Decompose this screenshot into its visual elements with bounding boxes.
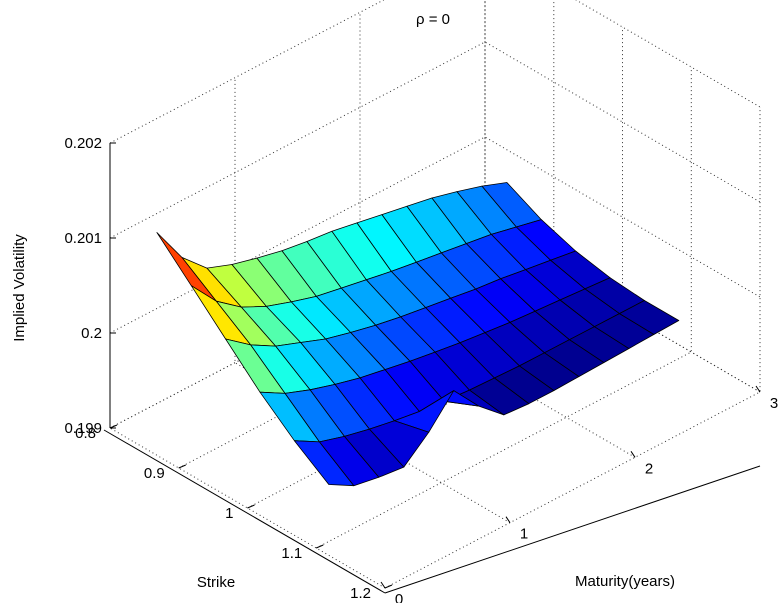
maturity-tick (630, 451, 636, 458)
surface (156, 182, 680, 487)
strike-tick-label: 1.2 (350, 585, 371, 602)
z-tick-label: 0.202 (64, 135, 102, 152)
strike-tick (109, 424, 118, 429)
ticks: 0.199 0.201 0.202 0.2 0.8 0.9 1 1.1 1.2 0 1 2 3 (64, 135, 778, 603)
strike-tick-label: 0.8 (75, 425, 96, 442)
strike-axis-label: Strike (197, 574, 235, 591)
z-tick-label: 0.2 (81, 325, 102, 342)
maturity-tick-label: 2 (645, 460, 653, 477)
strike-tick-label: 1 (225, 505, 233, 522)
chart-title: ρ = 0 (416, 11, 450, 28)
strike-tick (316, 544, 324, 549)
strike-tick (384, 584, 393, 589)
surface-patch (156, 232, 217, 302)
strike-tick (178, 464, 186, 469)
maturity-tick (755, 385, 761, 393)
maturity-tick-label: 3 (770, 395, 778, 412)
grid-line (359, 12, 636, 458)
grid-line (484, 0, 761, 393)
z-axis-label: Implied Volatility (11, 234, 28, 342)
maturity-tick-label: 1 (520, 526, 528, 543)
axes (103, 143, 761, 594)
strike-tick-label: 1.1 (281, 545, 302, 562)
maturity-tick (505, 516, 511, 523)
z-tick-label: 0.199 (64, 420, 102, 437)
surface-patch (293, 440, 355, 487)
strike-tick-label: 0.9 (144, 465, 165, 482)
grid-line (234, 77, 511, 524)
strike-tick (247, 504, 255, 509)
z-tick-label: 0.201 (64, 230, 102, 247)
strike-axis-line (103, 429, 386, 594)
maturity-axis-label: Maturity(years) (575, 573, 675, 590)
maturity-tick (380, 581, 386, 589)
maturity-axis-line (384, 465, 761, 594)
maturity-tick-label: 0 (395, 591, 403, 603)
